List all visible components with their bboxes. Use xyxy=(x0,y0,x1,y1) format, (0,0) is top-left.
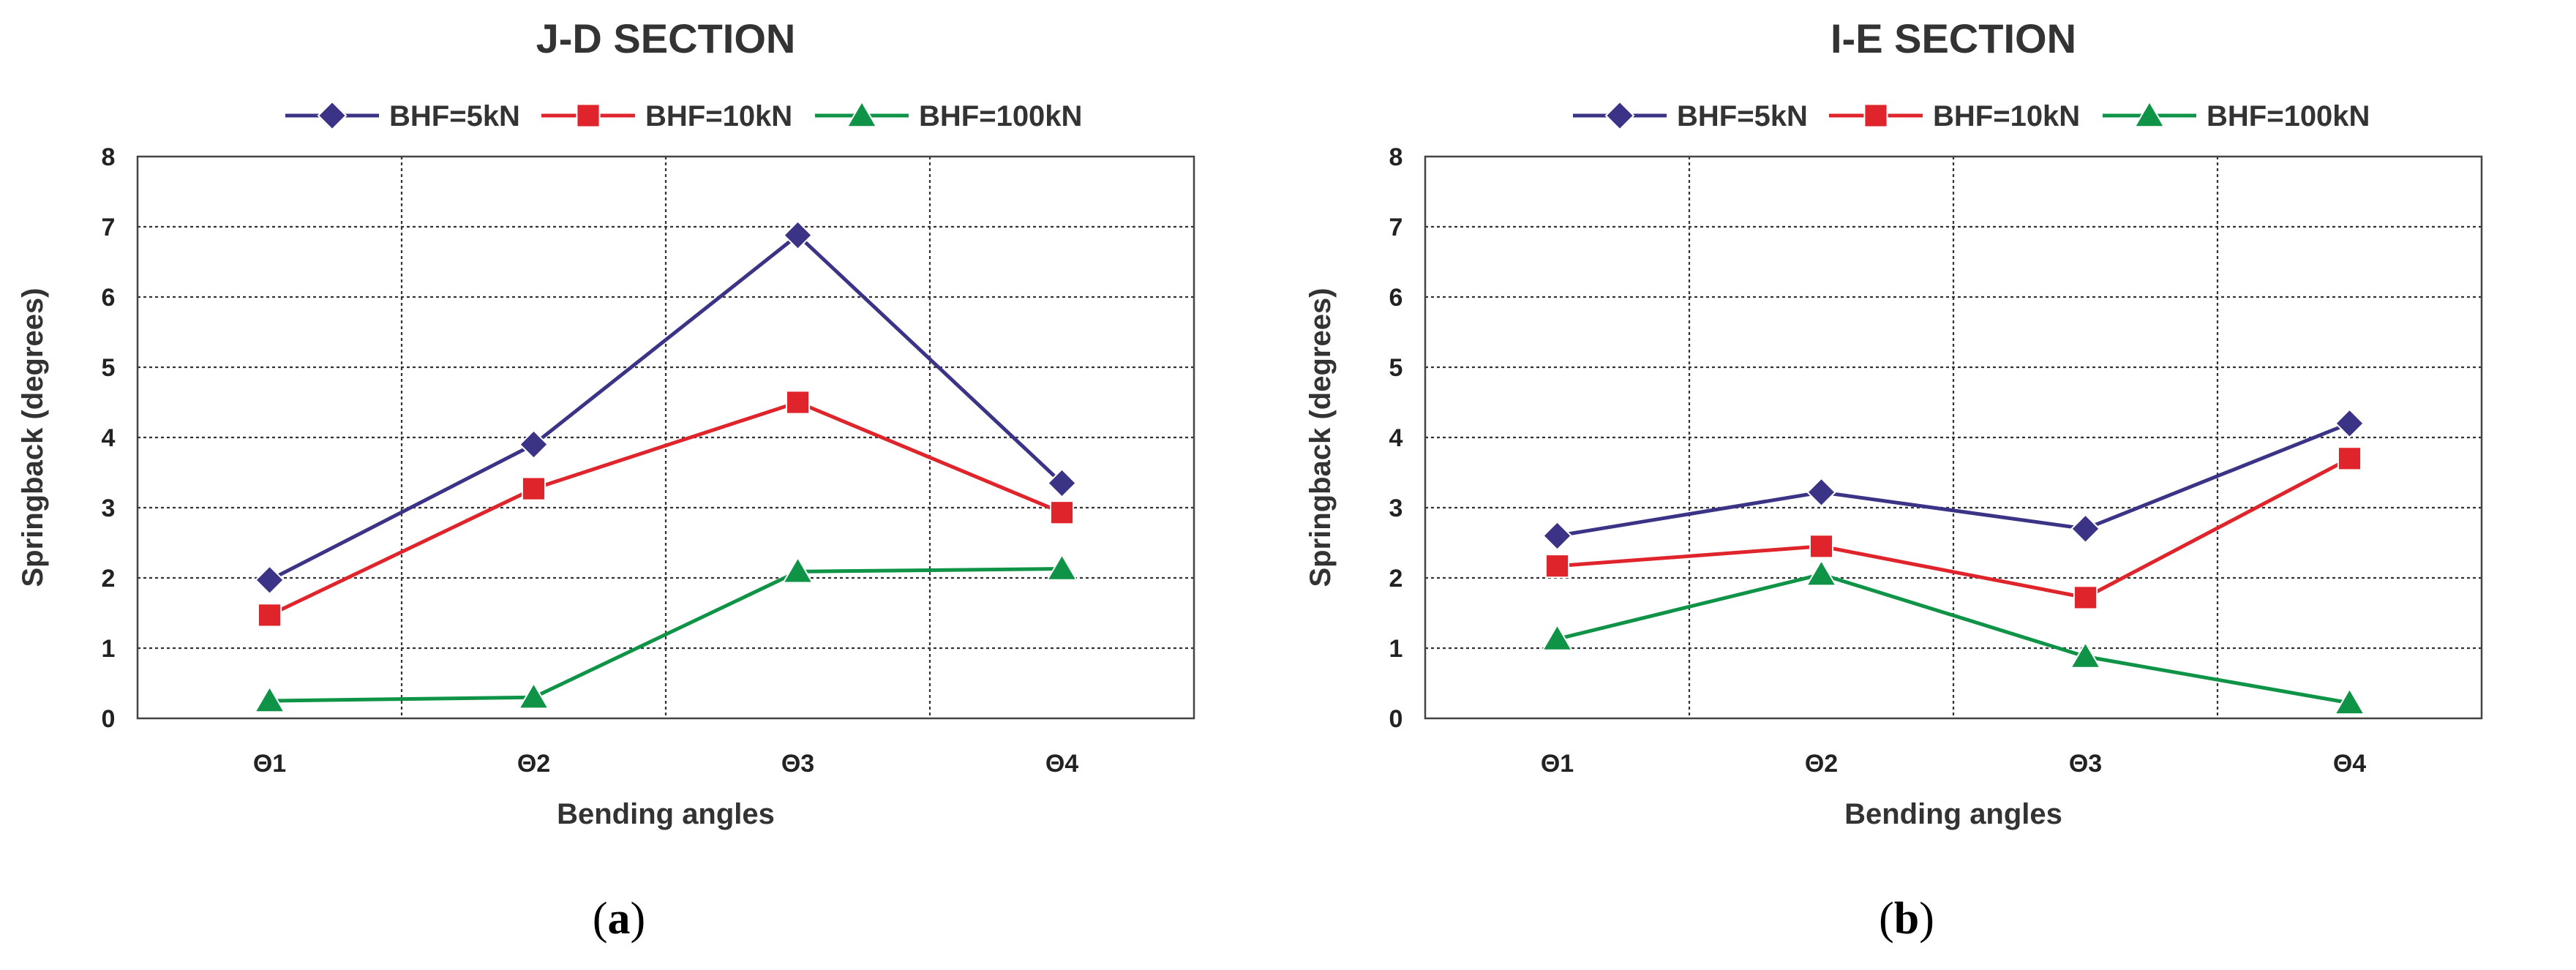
data-point-triangle xyxy=(517,682,550,710)
y-tick-label: 8 xyxy=(1389,143,1403,171)
y-tick-label: 1 xyxy=(102,635,116,663)
legend-marker-triangle xyxy=(846,100,878,128)
y-axis-label: Springback (degrees) xyxy=(1304,287,1337,587)
chart-panel-b: I-E SECTION 0 1 2 3 4 5 6 7 8 Θ1 Θ2 Θ3 Θ4 Bending angl… xyxy=(1288,0,2575,970)
y-tick-label: 2 xyxy=(1389,565,1403,593)
series-line-triangle xyxy=(1556,572,2350,705)
data-point-diamond xyxy=(1542,520,1572,551)
caption-letter: b xyxy=(1894,894,1919,944)
legend-label: BHF=5kN xyxy=(389,100,520,132)
data-point-triangle xyxy=(2333,687,2366,715)
legend-label: BHF=100kN xyxy=(919,100,1082,132)
data-point-diamond xyxy=(1806,477,1836,508)
plot-frame xyxy=(1424,155,2483,720)
y-tick-label: 6 xyxy=(102,284,116,312)
data-point-square xyxy=(1809,534,1834,559)
y-tick-label: 0 xyxy=(1389,705,1403,733)
plot-frame xyxy=(136,155,1195,720)
x-tick-label: Θ3 xyxy=(2069,750,2102,778)
y-tick-label: 0 xyxy=(102,705,116,733)
series-line-square xyxy=(1557,456,2351,600)
data-point-triangle xyxy=(1541,623,1574,651)
y-tick-label: 8 xyxy=(102,143,116,171)
legend-marker-triangle xyxy=(2133,100,2166,128)
data-point-square xyxy=(2337,446,2362,471)
y-tick-label: 7 xyxy=(1389,214,1403,241)
chart-svg-b: I-E SECTION 0 1 2 3 4 5 6 7 8 Θ1 Θ2 Θ3 Θ4 Bending angl… xyxy=(1304,15,2483,944)
y-tick-label: 4 xyxy=(1389,424,1403,452)
data-point-diamond xyxy=(519,429,549,460)
x-tick-label: Θ2 xyxy=(1805,750,1838,778)
x-tick-label: Θ3 xyxy=(781,750,814,778)
series-line-diamond xyxy=(269,233,1064,582)
caption-close-paren: ) xyxy=(631,894,646,944)
legend-label: BHF=100kN xyxy=(2207,100,2370,132)
y-tick-label: 7 xyxy=(102,214,116,241)
y-tick-label: 5 xyxy=(102,354,116,382)
data-point-diamond xyxy=(2335,408,2365,439)
y-tick-label: 3 xyxy=(102,495,116,522)
y-tick-label: 2 xyxy=(102,565,116,593)
legend-marker-square xyxy=(1863,103,1888,128)
series-line-square xyxy=(269,400,1063,617)
caption-open-paren: ( xyxy=(593,894,608,944)
x-tick-label: Θ1 xyxy=(1541,750,1574,778)
data-point-triangle xyxy=(781,556,814,584)
y-tick-label: 5 xyxy=(1389,354,1403,382)
data-point-triangle xyxy=(1045,553,1078,581)
legend-label: BHF=10kN xyxy=(645,100,792,132)
data-point-square xyxy=(1544,554,1570,579)
panel-caption: (b) xyxy=(1879,894,1934,944)
chart-title: I-E SECTION xyxy=(1830,15,2076,61)
legend-marker-diamond xyxy=(1604,100,1635,131)
panel-caption: (a) xyxy=(593,894,645,944)
legend-marker-diamond xyxy=(317,100,348,131)
data-point-diamond xyxy=(2070,514,2100,544)
data-point-diamond xyxy=(255,565,285,595)
x-tick-label: Θ1 xyxy=(253,750,286,778)
x-tick-label: Θ4 xyxy=(1045,750,1078,778)
data-point-triangle xyxy=(1805,559,1838,587)
data-point-diamond xyxy=(1047,467,1077,498)
legend-label: BHF=5kN xyxy=(1677,100,1808,132)
y-tick-label: 4 xyxy=(102,424,116,452)
data-point-triangle xyxy=(253,685,286,713)
data-point-square xyxy=(521,476,547,501)
legend-marker-square xyxy=(576,103,601,128)
data-point-square xyxy=(257,603,282,628)
y-tick-label: 3 xyxy=(1389,495,1403,522)
chart-svg-a: J-D SECTION 0 1 2 3 4 5 6 7 8 Θ1 Θ2 Θ3 Θ4 Bending angl… xyxy=(17,15,1195,944)
data-point-square xyxy=(785,390,811,415)
data-point-square xyxy=(1049,500,1075,525)
x-axis-label: Bending angles xyxy=(557,798,775,830)
caption-open-paren: ( xyxy=(1879,894,1894,944)
data-point-diamond xyxy=(783,220,813,250)
y-tick-label: 6 xyxy=(1389,284,1403,312)
chart-title: J-D SECTION xyxy=(536,15,796,61)
chart-panel-a: J-D SECTION 0 1 2 3 4 5 6 7 8 Θ1 Θ2 Θ3 Θ4 Bending angl… xyxy=(17,15,1195,944)
legend-label: BHF=10kN xyxy=(1933,100,2080,132)
y-axis-label: Springback (degrees) xyxy=(17,287,49,587)
series-line-diamond xyxy=(1557,421,2351,538)
data-point-square xyxy=(2073,585,2098,610)
caption-letter: a xyxy=(608,894,631,944)
x-tick-label: Θ2 xyxy=(517,750,550,778)
data-point-triangle xyxy=(2069,641,2102,669)
x-tick-label: Θ4 xyxy=(2333,750,2366,778)
series-line-triangle xyxy=(269,567,1062,703)
caption-close-paren: ) xyxy=(1919,894,1934,944)
x-axis-label: Bending angles xyxy=(1844,798,2062,830)
y-tick-label: 1 xyxy=(1389,635,1403,663)
